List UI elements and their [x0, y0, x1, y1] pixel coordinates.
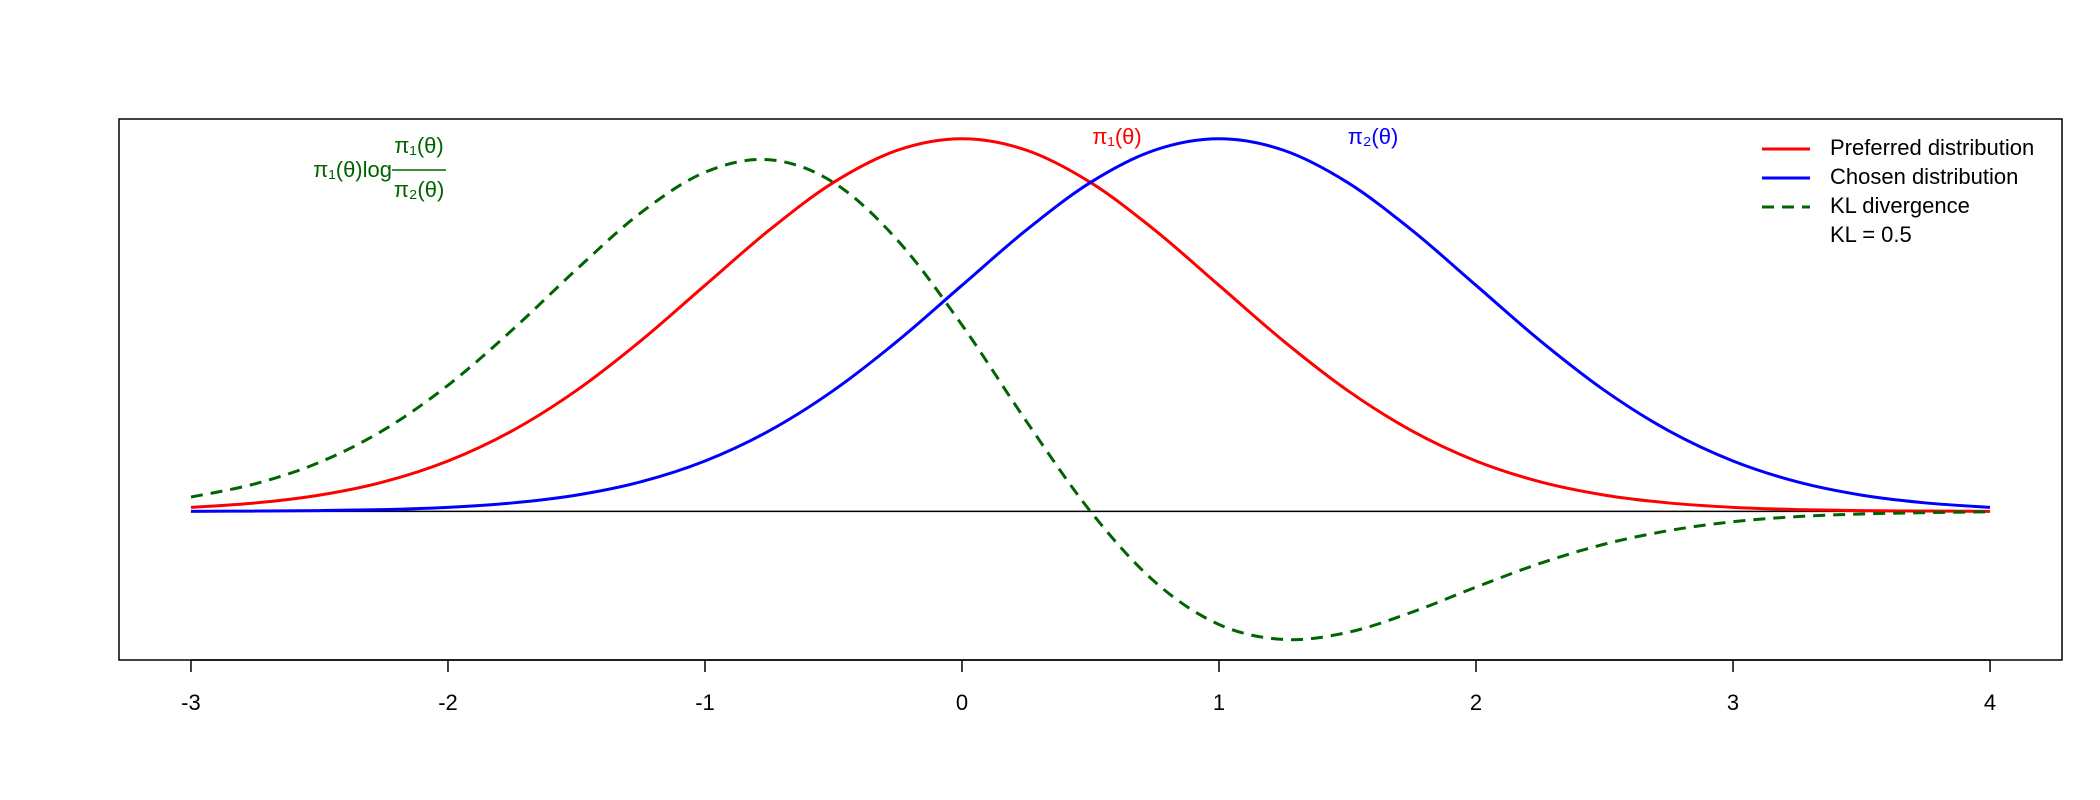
x-tick-label: -3 [181, 690, 201, 715]
x-tick-label: 3 [1727, 690, 1739, 715]
kl-formula-denominator: π₂(θ) [394, 177, 445, 202]
x-tick-label: 4 [1984, 690, 1996, 715]
legend-note: KL = 0.5 [1830, 222, 1912, 247]
legend-label: Preferred distribution [1830, 135, 2034, 160]
x-tick-label: -1 [695, 690, 715, 715]
x-tick-label: -2 [438, 690, 458, 715]
x-tick-label: 2 [1470, 690, 1482, 715]
pi1-label: π₁(θ) [1092, 124, 1142, 149]
series-line [190, 157, 1991, 642]
x-tick-label: 1 [1213, 690, 1225, 715]
x-tick-label: 0 [956, 690, 968, 715]
legend-label: KL divergence [1830, 193, 1970, 218]
series-line [190, 137, 1991, 513]
kl-formula-prefix: π₁(θ)log [313, 157, 392, 182]
pi2-label: π₂(θ) [1348, 124, 1399, 149]
kl-formula-numerator: π₁(θ) [394, 133, 444, 158]
legend-label: Chosen distribution [1830, 164, 2018, 189]
